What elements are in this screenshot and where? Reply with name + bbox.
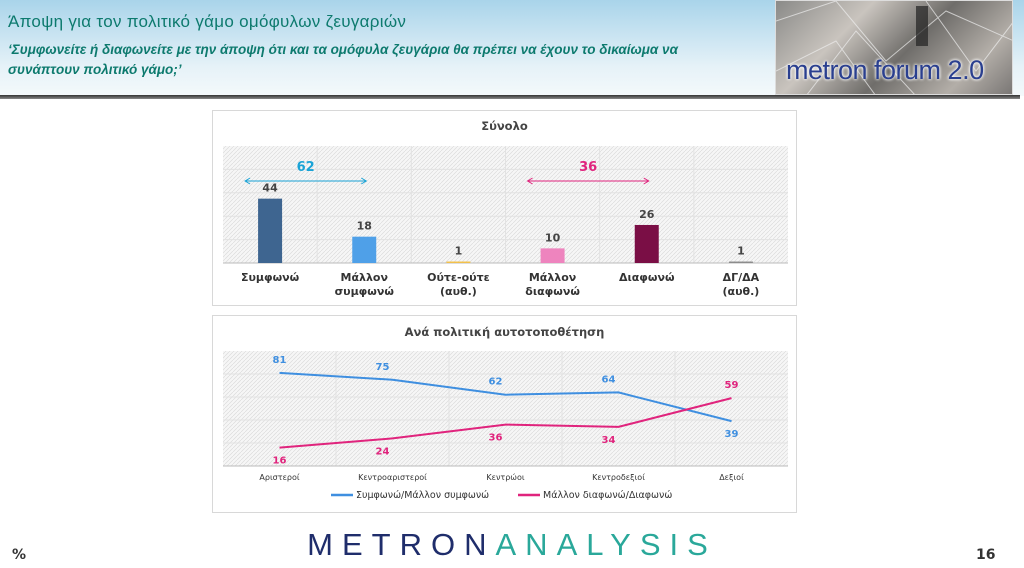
page-number: 16 <box>976 547 996 563</box>
arrowheads <box>244 177 368 185</box>
series-line-0 <box>279 371 732 423</box>
data-label: 1 <box>455 245 463 258</box>
range-label: 36 <box>579 160 597 175</box>
legend-label: Συμφωνώ/Μάλλον συμφωνώ <box>356 490 489 501</box>
data-label: 10 <box>545 231 561 244</box>
data-label: 34 <box>602 435 616 446</box>
metron-forum-logo: metron forum 2.0 <box>775 0 1013 95</box>
bar-3 <box>540 248 565 263</box>
header-divider <box>0 95 1020 99</box>
data-label: 64 <box>602 374 616 385</box>
category-label: Συμφωνώ <box>241 271 300 284</box>
category-label: Διαφωνώ <box>619 271 675 284</box>
category-label: Μάλλον συμφωνώ <box>335 271 395 298</box>
metron-analysis-logo: METRONANALYSIS <box>307 527 717 562</box>
data-label: 16 <box>273 456 287 467</box>
category-label: Κεντροαριστεροί <box>358 473 427 482</box>
page-title: Άποψη για τον πολιτικό γάμο ομόφυλων ζευ… <box>8 12 407 31</box>
bar-chart: 44 Συμφωνώ 18 Μάλλον συμφωνώ 1 Ούτε-ούτε (αυθ.)… <box>223 146 788 298</box>
category-label: ΔΓ/ΔΑ (αυθ.) <box>723 271 760 298</box>
data-label: 18 <box>357 220 372 233</box>
range-label: 62 <box>297 160 315 175</box>
bar-5 <box>728 261 753 263</box>
bar-1 <box>352 236 377 263</box>
bar-0 <box>258 198 283 263</box>
data-label: 62 <box>489 377 503 388</box>
legend-label: Μάλλον διαφωνώ/Διαφωνώ <box>543 490 672 501</box>
data-label: 75 <box>376 362 390 373</box>
data-label: 81 <box>273 355 287 366</box>
bar-4 <box>634 224 659 263</box>
line-chart: Αριστεροί Κεντροαριστεροί Κεντρώοι Κεντροδε… <box>223 351 788 501</box>
category-label: Κεντροδεξιοί <box>592 473 645 482</box>
ideology-chart-panel: Ανά πολιτική αυτοτοποθέτηση Αριστεροί Κεν… <box>212 315 797 513</box>
question-subtitle: ‘Συμφωνείτε ή διαφωνείτε με την άποψη ότ… <box>8 42 678 77</box>
category-label: Μάλλον διαφωνώ <box>525 271 580 298</box>
unit-label: % <box>12 547 27 563</box>
arrowheads <box>526 177 650 185</box>
category-label: Δεξιοί <box>719 473 744 482</box>
data-label: 39 <box>725 429 739 440</box>
data-label: 24 <box>376 446 390 457</box>
category-label: Αριστεροί <box>259 473 299 482</box>
data-label: 59 <box>725 380 739 391</box>
data-label: 26 <box>639 208 655 221</box>
bar-2 <box>446 261 471 263</box>
data-label: 1 <box>737 245 745 258</box>
logo-pattern <box>776 1 1012 94</box>
chart-title: Ανά πολιτική αυτοτοποθέτηση <box>404 325 605 339</box>
data-label: 36 <box>489 433 503 444</box>
chart-title: Σύνολο <box>481 119 528 133</box>
plot-area <box>223 351 788 466</box>
series-line-1 <box>279 397 732 449</box>
category-label: Ούτε-ούτε (αυθ.) <box>427 271 490 298</box>
total-chart-panel: Σύνολο 44 Συμφωνώ 18 Μάλλον συμφωνώ 1 Ούτε-ούτ… <box>212 110 797 306</box>
category-label: Κεντρώοι <box>486 472 525 482</box>
logo-text: metron forum 2.0 <box>786 55 984 85</box>
data-label: 44 <box>262 182 278 195</box>
